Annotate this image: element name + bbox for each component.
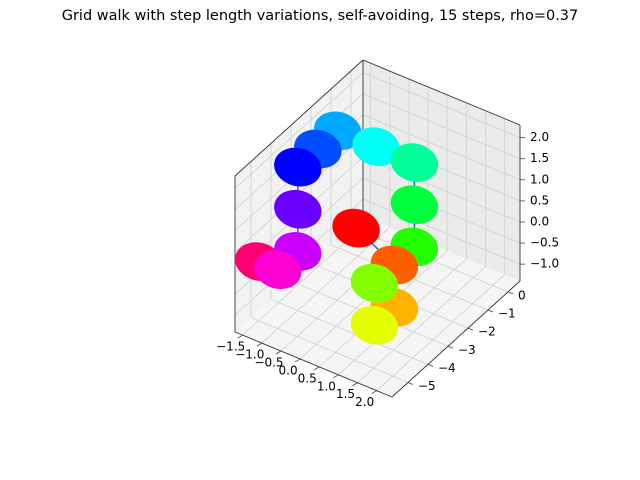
y-tick-mark	[427, 364, 434, 367]
x-tick-label: −0.5	[254, 356, 283, 370]
x-tick-label: 0.5	[298, 371, 317, 385]
x-tick-mark	[275, 350, 282, 355]
y-tick-label: −3	[458, 343, 476, 357]
walk-point	[274, 147, 322, 187]
y-tick-mark	[507, 291, 514, 295]
walk-point	[350, 305, 399, 345]
x-tick-mark	[333, 374, 339, 379]
x-axis-line	[234, 331, 393, 398]
y-grid-floor	[250, 317, 409, 383]
z-grid-left	[234, 72, 364, 189]
walk-point	[352, 127, 400, 167]
y-tick-label: −2	[478, 325, 496, 339]
x-tick-label: 1.5	[336, 387, 355, 401]
x-tick-label: −1.5	[216, 340, 245, 354]
x-tick-label: −1.0	[235, 348, 264, 362]
x-tick-label: 2.0	[355, 395, 374, 409]
z-grid-back	[362, 198, 521, 265]
walk-point	[390, 185, 439, 225]
z-tick-label: −1.0	[530, 257, 559, 271]
tick-labels: −1.5−1.0−0.50.00.51.01.52.0−5−4−3−2−10−1…	[216, 130, 559, 409]
x-grid-floor	[357, 266, 486, 384]
y-tick-label: −5	[418, 379, 436, 393]
z-grid-back	[362, 114, 521, 181]
x-grid-floor	[376, 274, 505, 391]
z-grid-back	[362, 177, 521, 244]
x-tick-label: 0.0	[279, 364, 298, 378]
z-grid-back	[362, 93, 521, 160]
y-tick-mark	[407, 382, 414, 385]
y-grid-floor	[270, 299, 429, 365]
walk-points	[235, 111, 439, 345]
y-tick-label: −1	[498, 307, 516, 321]
z-grid-back	[362, 72, 521, 139]
x-tick-mark	[371, 390, 377, 395]
x-grid-floor	[261, 226, 391, 344]
z-grid-back	[362, 156, 521, 223]
y-tick-label: −4	[438, 361, 456, 375]
y-tick-mark	[447, 345, 454, 349]
walk-point	[254, 250, 302, 289]
z-tick-label: 0.0	[530, 215, 549, 229]
x-tick-mark	[256, 342, 263, 347]
axis-lines	[234, 59, 525, 398]
z-tick-label: 0.5	[530, 193, 549, 207]
pane-back	[363, 60, 520, 281]
y-tick-mark	[487, 309, 494, 313]
y-tick-mark	[467, 327, 474, 331]
x-tick-mark	[237, 334, 243, 339]
walk-point	[350, 263, 399, 303]
walk-point	[332, 208, 380, 248]
x-tick-mark	[352, 382, 358, 387]
z-tick-label: 1.0	[530, 172, 549, 186]
z-tick-label: 1.5	[530, 151, 549, 165]
y-axis-line	[391, 280, 521, 398]
z-tick-label: 2.0	[530, 130, 549, 144]
walk-point	[390, 143, 439, 182]
pane-edge-top-left	[234, 59, 364, 177]
chart-title: Grid walk with step length variations, s…	[61, 8, 579, 24]
x-tick-label: 1.0	[317, 379, 336, 393]
z-tick-label: −0.5	[530, 236, 559, 250]
walk-point	[274, 189, 322, 229]
x-tick-mark	[294, 358, 301, 363]
y-tick-label: 0	[518, 288, 526, 302]
pane-edge-top-back	[362, 59, 521, 126]
x-tick-mark	[314, 366, 320, 371]
